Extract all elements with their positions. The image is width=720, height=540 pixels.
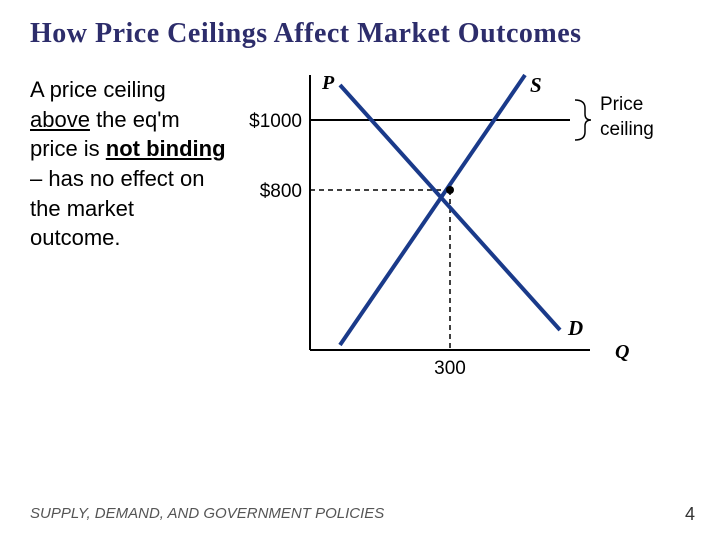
chart-svg: P Q Price ceiling S D $1000 $800 300 [230,70,680,410]
svg-text:ceiling: ceiling [600,119,654,140]
explanation-text: A price ceiling above the eq'm price is … [30,70,230,410]
text-part3: – has no effect on the market outcome. [30,166,205,250]
svg-text:Price: Price [600,94,643,115]
content-row: A price ceiling above the eq'm price is … [0,60,720,410]
svg-text:Q: Q [615,341,629,363]
text-above: above [30,107,90,132]
chart: P Q Price ceiling S D $1000 $800 300 [230,70,680,410]
slide-title: How Price Ceilings Affect Market Outcome… [0,0,720,60]
svg-text:P: P [321,72,335,94]
svg-text:$1000: $1000 [249,111,302,132]
svg-text:$800: $800 [260,181,302,202]
svg-text:D: D [567,316,583,340]
footer-text: SUPPLY, DEMAND, AND GOVERNMENT POLICIES [30,505,384,522]
page-number: 4 [685,504,695,525]
svg-text:300: 300 [434,358,466,379]
text-notbinding: not binding [106,136,226,161]
text-part1: A price ceiling [30,77,166,102]
svg-text:S: S [530,73,542,97]
